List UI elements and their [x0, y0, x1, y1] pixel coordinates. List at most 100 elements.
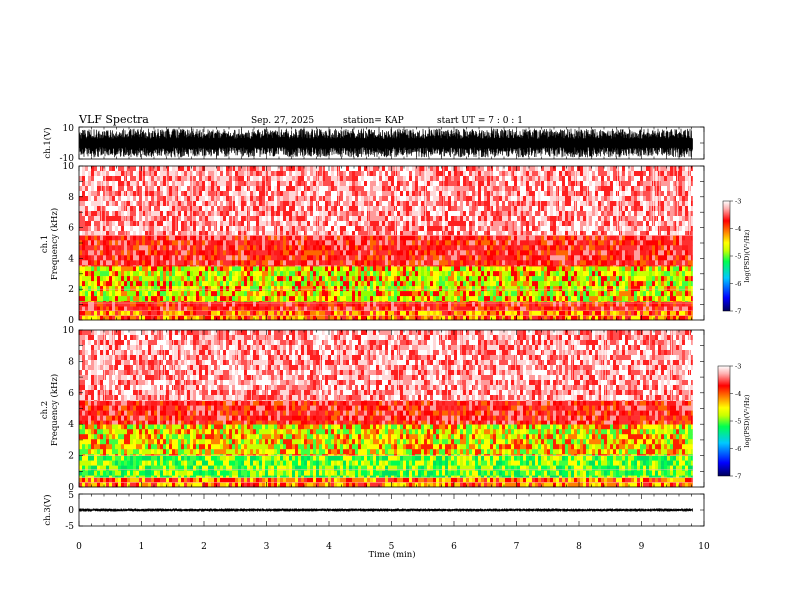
- spectrogram-cell: [376, 286, 379, 292]
- spectrogram-cell: [262, 250, 265, 256]
- spectrogram-cell: [343, 196, 346, 202]
- spectrogram-cell: [148, 281, 151, 287]
- spectrogram-cell: [208, 276, 211, 282]
- spectrogram-cell: [235, 276, 238, 282]
- spectrogram-cell: [514, 186, 517, 192]
- spectrogram-cell: [199, 206, 202, 212]
- spectrogram-cell: [310, 296, 313, 302]
- spectrogram-cell: [115, 176, 118, 182]
- spectrogram-cell: [469, 211, 472, 217]
- spectrogram-cell: [226, 271, 229, 277]
- spectrogram-cell: [421, 255, 424, 261]
- spectrogram-cell: [301, 281, 304, 287]
- spectrogram-cell: [403, 171, 406, 177]
- spectrogram-cell: [481, 260, 484, 266]
- spectrogram-cell: [217, 191, 220, 197]
- spectrogram-cell: [94, 265, 97, 267]
- spectrogram-cell: [106, 206, 109, 212]
- spectrogram-cell: [154, 176, 157, 182]
- spectrogram-cell: [427, 201, 430, 207]
- spectrogram-cell: [259, 226, 262, 232]
- spectrogram-cell: [259, 281, 262, 287]
- spectrogram-cell: [433, 310, 436, 317]
- spectrogram-cell: [376, 245, 379, 251]
- spectrogram-cell: [268, 271, 271, 277]
- spectrogram-cell: [505, 301, 508, 307]
- spectrogram-cell: [106, 211, 109, 217]
- spectrogram-cell: [352, 301, 355, 302]
- spectrogram-cell: [139, 206, 142, 212]
- spectrogram-cell: [421, 271, 424, 277]
- spectrogram-cell: [154, 255, 157, 261]
- spectrogram-cell: [133, 171, 136, 177]
- spectrogram-cell: [433, 216, 436, 222]
- spectrogram-cell: [457, 276, 460, 282]
- spectrogram-cell: [82, 250, 85, 256]
- spectrogram-cell: [256, 310, 259, 317]
- spectrogram-cell: [103, 276, 106, 282]
- spectrogram-cell: [250, 260, 253, 266]
- spectrogram-cell: [445, 166, 448, 172]
- spectrogram-cell: [379, 266, 382, 272]
- spectrogram-cell: [184, 166, 187, 172]
- spectrogram-cell: [322, 216, 325, 222]
- spectrogram-cell: [373, 245, 376, 251]
- spectrogram-cell: [460, 250, 463, 256]
- spectrogram-cell: [148, 266, 151, 272]
- spectrogram-cell: [244, 255, 247, 261]
- spectrogram-cell: [304, 291, 307, 297]
- spectrogram-cell: [430, 296, 433, 302]
- spectrogram-cell: [475, 250, 478, 256]
- spectrogram-cell: [289, 291, 292, 297]
- spectrogram-cell: [343, 306, 346, 311]
- spectrogram-cell: [493, 306, 496, 311]
- spectrogram-cell: [433, 171, 436, 177]
- spectrogram-cell: [460, 221, 463, 227]
- spectrogram-cell: [460, 186, 463, 192]
- spectrogram-cell: [235, 271, 238, 277]
- spectrogram-cell: [118, 286, 121, 292]
- spectrogram-cell: [397, 291, 400, 297]
- spectrogram-cell: [262, 266, 265, 272]
- spectrogram-cell: [157, 201, 160, 207]
- spectrogram-cell: [199, 166, 202, 172]
- spectrogram-cell: [382, 211, 385, 217]
- spectrogram-cell: [358, 255, 361, 261]
- spectrogram-cell: [97, 291, 100, 297]
- spectrogram-cell: [154, 301, 157, 302]
- spectrogram-cell: [445, 216, 448, 222]
- spectrogram-cell: [196, 291, 199, 297]
- spectrogram-cell: [436, 315, 439, 321]
- spectrogram-cell: [514, 266, 517, 272]
- spectrogram-cell: [160, 171, 163, 177]
- spectrogram-cell: [442, 255, 445, 261]
- spectrogram-cell: [313, 216, 316, 222]
- spectrogram-cell: [238, 201, 241, 207]
- spectrogram-cell: [436, 301, 439, 302]
- spectrogram-cell: [514, 240, 517, 246]
- spectrogram-cell: [244, 235, 247, 241]
- spectrogram-cell: [193, 260, 196, 266]
- spectrogram-cell: [490, 245, 493, 251]
- spectrogram-cell: [337, 250, 340, 256]
- spectrogram-cell: [457, 171, 460, 177]
- spectrogram-cell: [487, 276, 490, 282]
- spectrogram-cell: [97, 211, 100, 217]
- spectrogram-cell: [403, 301, 406, 302]
- spectrogram-cell: [256, 266, 259, 272]
- spectrogram-cell: [139, 196, 142, 202]
- spectrogram-cell: [439, 235, 442, 241]
- spectrogram-cell: [400, 196, 403, 202]
- spectrogram-cell: [295, 191, 298, 197]
- spectrogram-cell: [280, 301, 283, 307]
- spectrogram-cell: [274, 271, 277, 277]
- spectrogram-cell: [469, 216, 472, 222]
- spectrogram-cell: [382, 315, 385, 321]
- spectrogram-cell: [424, 265, 427, 267]
- spectrogram-cell: [421, 301, 424, 307]
- spectrogram-cell: [418, 211, 421, 217]
- spectrogram-cell: [82, 235, 85, 241]
- spectrogram-cell: [448, 191, 451, 197]
- spectrogram-cell: [442, 271, 445, 277]
- spectrogram-cell: [352, 176, 355, 182]
